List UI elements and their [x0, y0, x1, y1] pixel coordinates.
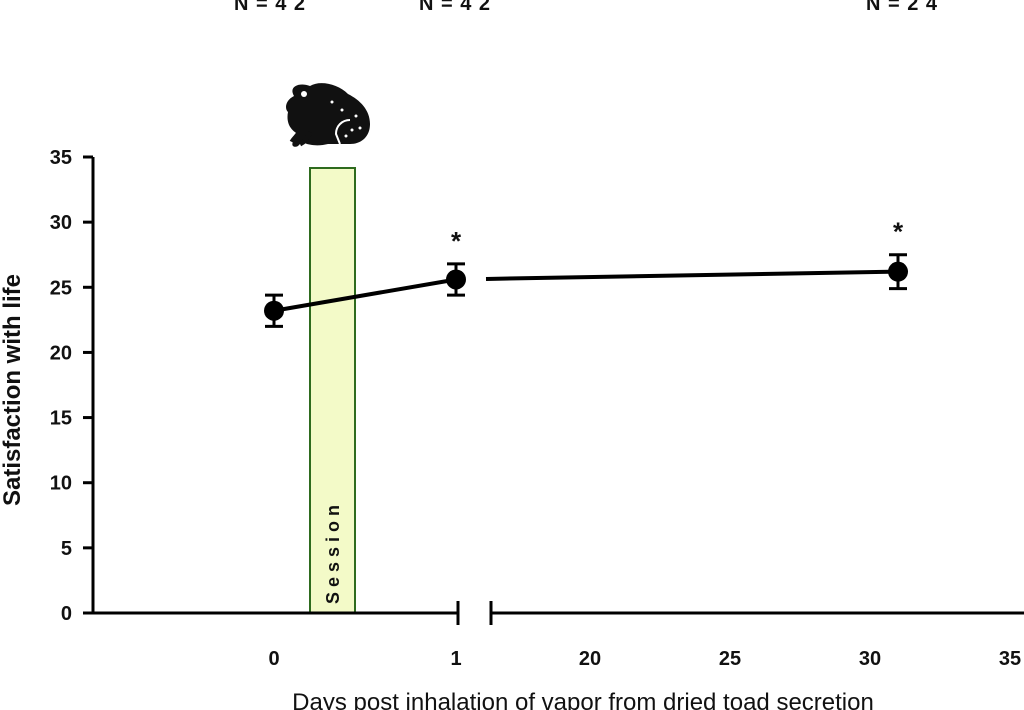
x-tick-label: 0 [268, 648, 279, 670]
n-label-day1: N = 4 2 [419, 0, 491, 15]
x-tick-label: 1 [450, 648, 461, 670]
data-series: * * [264, 217, 908, 328]
significance-marker: * [451, 226, 462, 256]
y-tick-label: 5 [61, 538, 72, 560]
y-tick-label: 10 [50, 473, 72, 495]
y-tick-label: 35 [50, 147, 72, 169]
y-axis-ticks: 0 5 10 15 20 25 30 35 [50, 147, 93, 625]
data-point [446, 269, 466, 290]
session-label: Session [323, 500, 343, 604]
x-tick-label: 30 [859, 648, 881, 670]
y-tick-label: 15 [50, 408, 72, 430]
x-tick-label: 35 [999, 648, 1021, 670]
y-tick-label: 25 [50, 277, 72, 299]
data-point [264, 300, 284, 321]
session-bar [309, 167, 356, 614]
significance-marker: * [893, 217, 904, 247]
n-label-day0: N = 4 2 [234, 0, 306, 15]
y-axis-title: Satisfaction with life [0, 274, 26, 506]
x-tick-label: 25 [719, 648, 741, 670]
series-line-segment [273, 277, 457, 313]
y-tick-label: 30 [50, 212, 72, 234]
y-tick-label: 20 [50, 342, 72, 364]
data-point [888, 261, 908, 282]
toad-icon [286, 83, 370, 147]
x-axis-ticks: 0 1 20 25 30 35 [268, 648, 1021, 670]
n-label-day31: N = 2 4 [866, 0, 938, 15]
x-tick-label: 20 [579, 648, 601, 670]
x-axis-title: Days post inhalation of vapor from dried… [292, 689, 874, 710]
y-tick-label: 0 [61, 603, 72, 625]
series-line-segment [485, 269, 899, 281]
